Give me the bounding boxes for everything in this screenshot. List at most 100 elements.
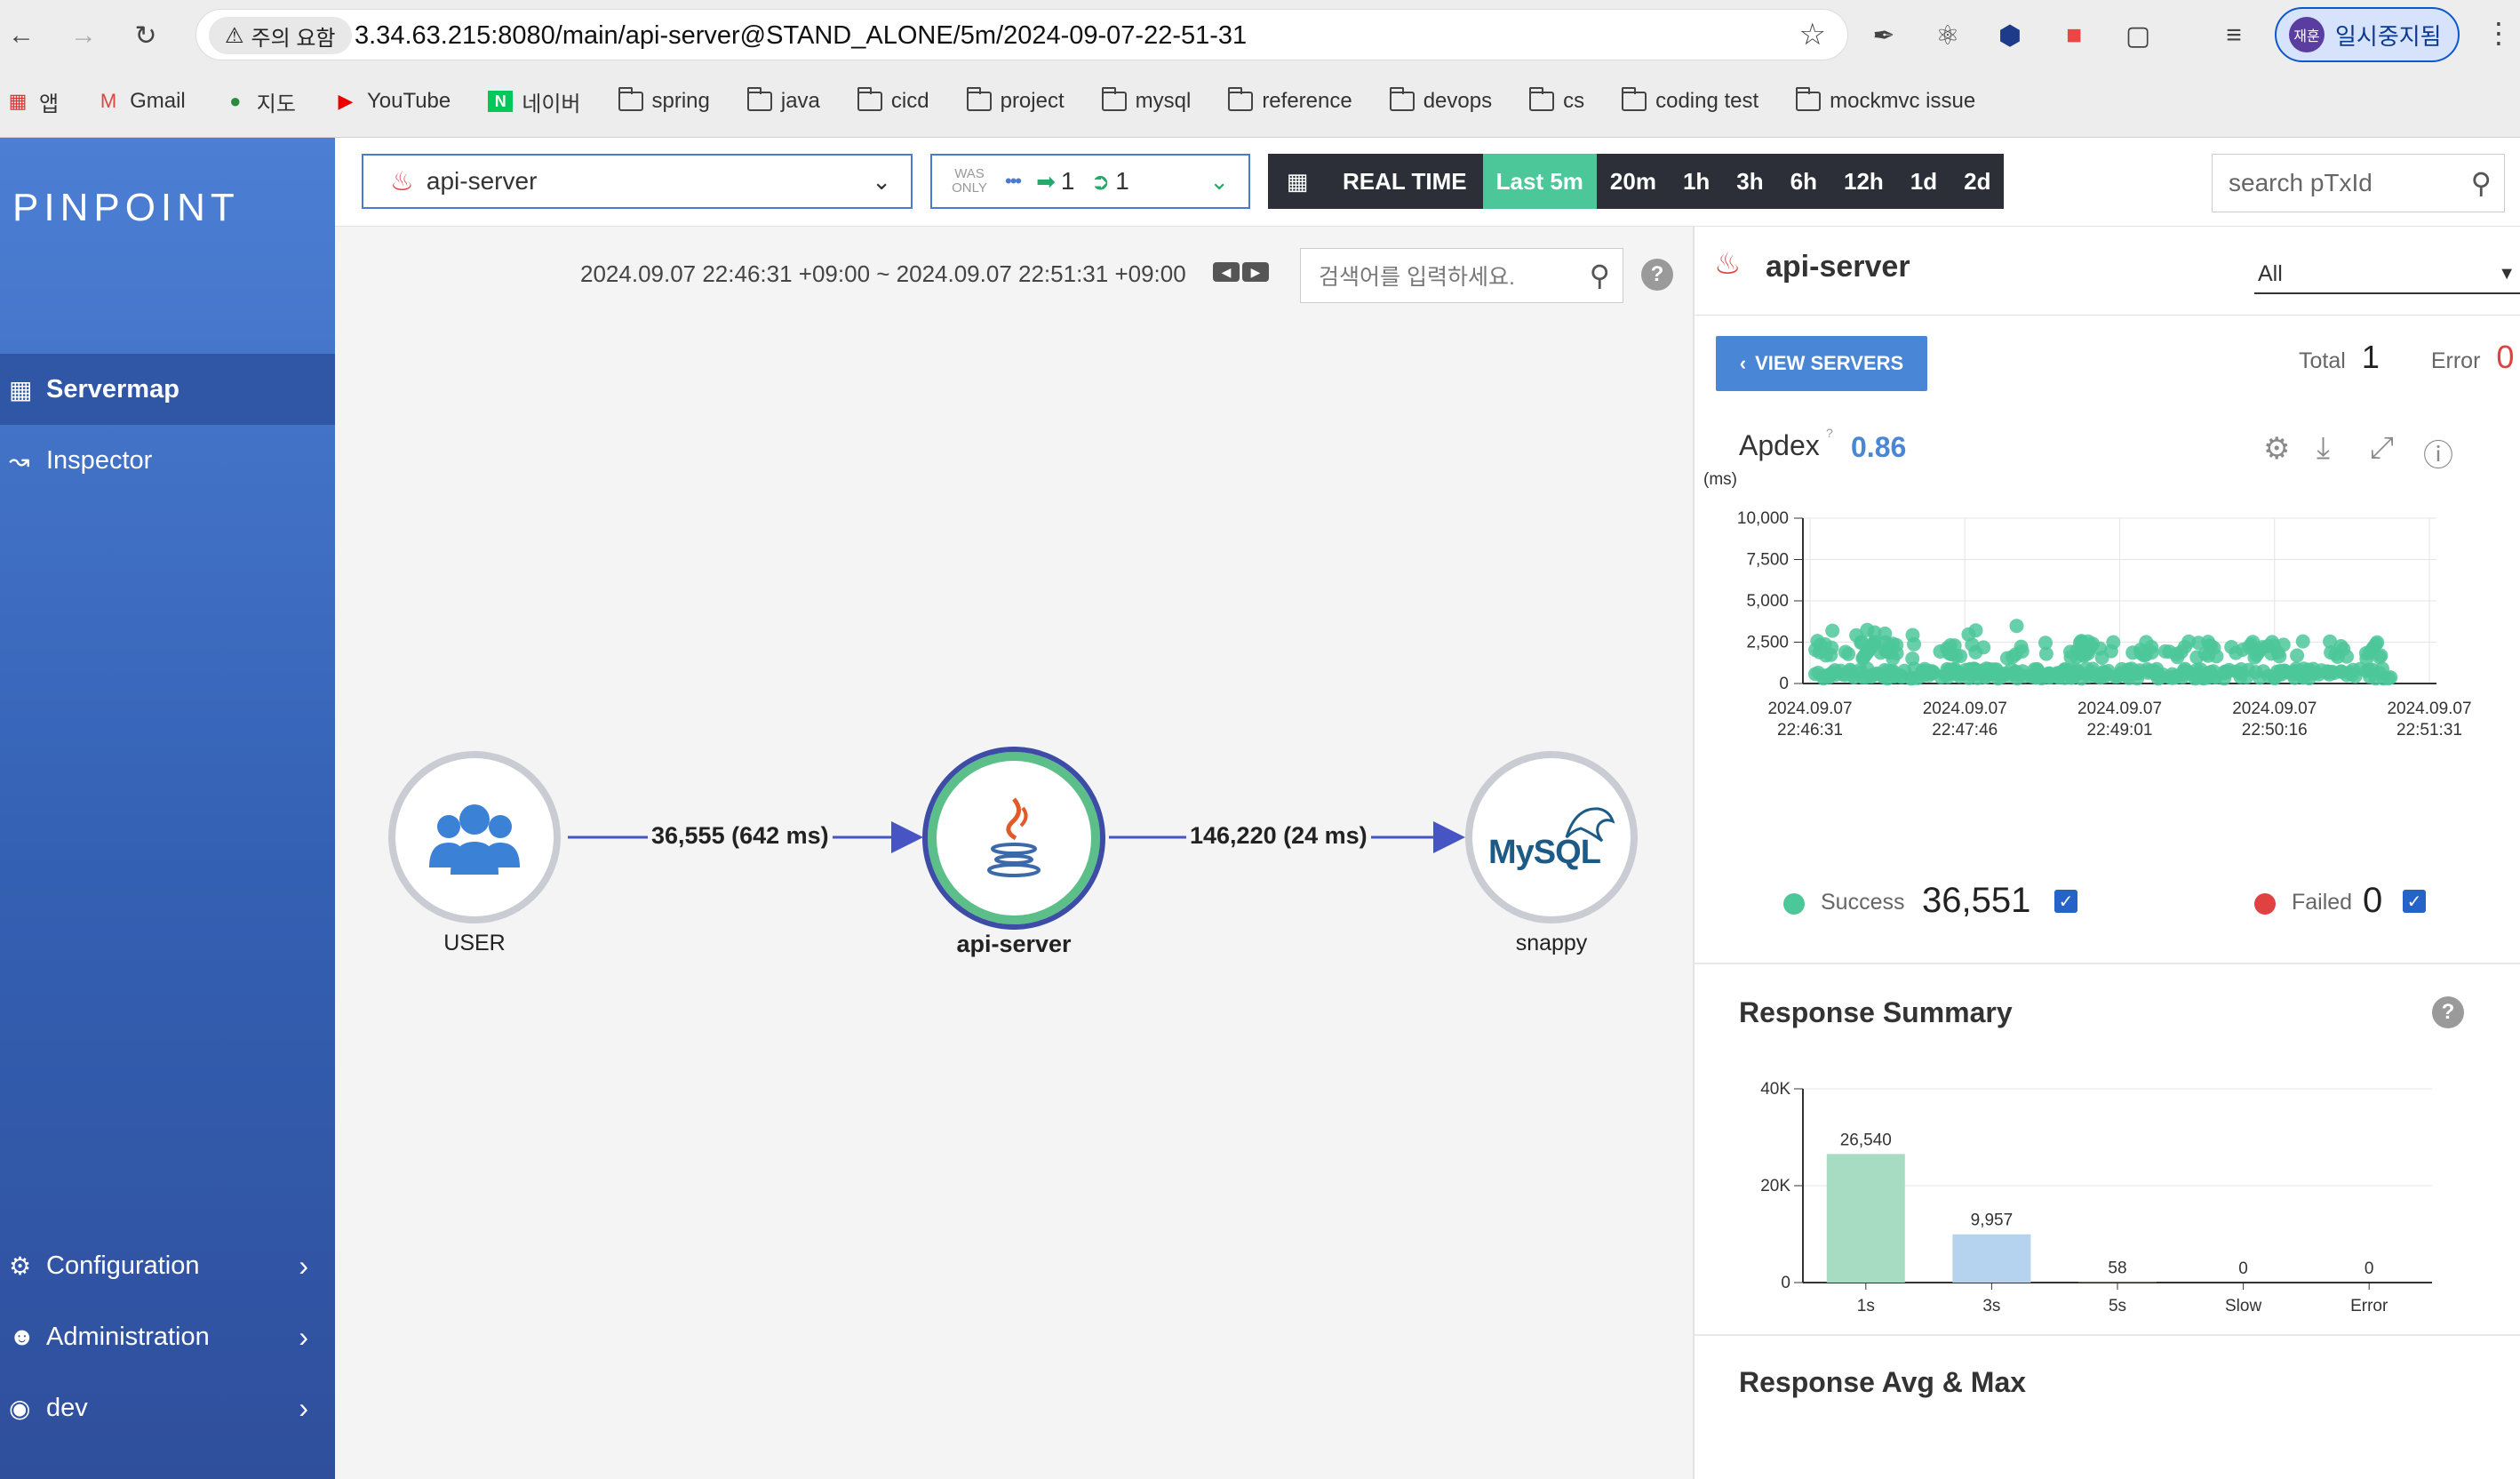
scatter-point (1976, 640, 1991, 655)
scatter-point (2370, 635, 2385, 650)
view-servers-button[interactable]: ‹ VIEW SERVERS (1716, 336, 1927, 391)
pinpoint-logo[interactable]: PINPOINT (12, 186, 240, 229)
range-button-3h[interactable]: 3h (1736, 167, 1764, 195)
url-text[interactable]: 3.34.63.215:8080/main/api-server@STAND_A… (355, 21, 1248, 50)
x-tick-label: Slow (2225, 1297, 2261, 1315)
help-icon[interactable]: ⓘ (2423, 439, 2453, 473)
profile-button[interactable]: 재훈 일시중지됨 (2275, 7, 2460, 62)
range-button-1d[interactable]: 1d (1910, 167, 1938, 195)
failed-checkbox[interactable]: ✓ (2403, 890, 2426, 913)
ptxid-search-placeholder: search pTxId (2229, 169, 2372, 196)
servermap-search-input[interactable]: 검색어를 입력하세요. ⚲ (1300, 248, 1623, 303)
scatter-point (2362, 662, 2376, 677)
range-button-12h[interactable]: 12h (1843, 167, 1884, 195)
sidebar-item-administration[interactable]: ☻ Administration › (0, 1301, 335, 1372)
caret-down-icon: ▼ (2498, 264, 2516, 284)
success-checkbox[interactable]: ✓ (2054, 890, 2077, 913)
node-user[interactable] (388, 751, 561, 923)
bookmark-folder[interactable]: spring (618, 87, 710, 114)
extension-shield-icon[interactable]: ⬢ (1998, 20, 2022, 51)
ptxid-search-input[interactable]: search pTxId ⚲ (2212, 154, 2505, 212)
range-button-20m[interactable]: 20m (1609, 167, 1656, 195)
scatter-point (2290, 665, 2305, 680)
realtime-button[interactable]: REAL TIME (1343, 167, 1467, 195)
bookmark-folder[interactable]: project (966, 87, 1065, 114)
sidebar-item-configuration[interactable]: ⚙ Configuration › (0, 1230, 335, 1301)
servermap-canvas[interactable]: 2024.09.07 22:46:31 +09:00 ~ 2024.09.07 … (335, 227, 1693, 1479)
help-icon[interactable]: ? (1641, 259, 1673, 291)
application-select[interactable]: ♨ api-server ⌄ (362, 154, 913, 209)
help-icon[interactable]: ? (2432, 996, 2464, 1028)
scatter-point (2340, 668, 2355, 683)
gear-icon: ⚙ (9, 1251, 32, 1280)
range-button-last5m[interactable]: Last 5m (1482, 154, 1597, 209)
bookmark-folder[interactable]: java (746, 87, 820, 114)
back-icon[interactable]: ← (8, 20, 35, 50)
was-filter-select[interactable]: WAS ONLY ••• ➡ 1 ➲ 1 ⌄ (930, 154, 1250, 209)
apdex-help-icon[interactable]: ? (1826, 426, 1833, 440)
scatter-point (2124, 667, 2139, 681)
sidebar-item-inspector[interactable]: ↝ Inspector (0, 425, 335, 496)
application-name: api-server (426, 167, 538, 195)
sidebar-item-dev[interactable]: ◉ dev › (0, 1372, 335, 1443)
range-next-icon[interactable]: ▶ (1242, 262, 1269, 282)
range-prev-icon[interactable]: ◀ (1213, 262, 1240, 282)
range-button-1h[interactable]: 1h (1682, 167, 1711, 195)
maps-icon: ● (229, 90, 242, 112)
bookmark-folder[interactable]: coding test (1622, 87, 1758, 114)
extension-red-icon[interactable]: ■ (2065, 20, 2083, 50)
bookmark-folder[interactable]: devops (1389, 87, 1492, 114)
edge-label-user-to-api[interactable]: 36,555 (642 ms) (648, 822, 833, 850)
bookmark-folder[interactable]: cs (1529, 87, 1584, 114)
bookmark-folder[interactable]: mockmvc issue (1796, 87, 1975, 114)
chevron-down-icon: ⌄ (872, 167, 891, 195)
java-icon: ♨ (390, 166, 414, 196)
bookmark-folder[interactable]: mysql (1101, 87, 1191, 114)
security-warning-chip[interactable]: ⚠ 주의 요함 (209, 17, 352, 54)
node-label-db: snappy (1515, 931, 1588, 955)
scatter-point (2221, 664, 2235, 679)
reading-list-icon[interactable]: ≡ (2226, 20, 2242, 50)
extensions-puzzle-icon[interactable]: ▢ (2125, 20, 2151, 51)
range-move-controls[interactable]: ◀ ▶ (1213, 262, 1269, 282)
y-tick-label: 2,500 (1746, 634, 1789, 652)
address-bar[interactable]: ⚠ 주의 요함 3.34.63.215:8080/main/api-server… (195, 9, 1848, 60)
bookmark-star-icon[interactable]: ☆ (1798, 18, 1826, 52)
bookmark-maps[interactable]: ● 지도 (223, 86, 296, 117)
gear-icon[interactable]: ⚙ (2263, 432, 2291, 466)
bookmark-folder[interactable]: reference (1228, 87, 1352, 114)
folder-icon (1622, 87, 1647, 111)
scatter-chart[interactable]: (ms) 0 2,500 5,000 7,500 10,000 2024.09.07 22:4… (1695, 467, 2520, 884)
browser-toolbar: ← → ↻ ⚠ 주의 요함 3.34.63.215:8080/main/api-… (0, 0, 2520, 71)
scatter-legend: Success 36,551 ✓ Failed 0 ✓ (1695, 875, 2520, 929)
eyedropper-icon[interactable]: ✒ (1872, 20, 1895, 51)
x-tick-label: 22:46:31 (1777, 721, 1843, 740)
y-tick-label: 5,000 (1746, 592, 1789, 611)
search-icon[interactable]: ⚲ (2470, 167, 2492, 199)
bookmark-label: YouTube (366, 89, 451, 113)
reload-icon[interactable]: ↻ (134, 20, 157, 51)
bookmark-naver[interactable]: N 네이버 (488, 86, 581, 117)
agent-filter-select[interactable]: All ▼ (2254, 253, 2520, 294)
node-api-server[interactable] (922, 747, 1105, 930)
browser-menu-icon[interactable]: ⋮ (2484, 17, 2513, 49)
avatar: 재훈 (2289, 17, 2325, 52)
range-button-2d[interactable]: 2d (1964, 167, 1991, 195)
calendar-icon[interactable]: ▦ (1286, 167, 1309, 195)
folder-icon (857, 87, 882, 111)
download-icon[interactable]: ⤓ (2317, 431, 2331, 465)
search-icon[interactable]: ⚲ (1589, 260, 1610, 292)
react-devtools-icon[interactable]: ⚛ (1935, 20, 1960, 51)
forward-icon[interactable]: → (70, 20, 97, 50)
bookmark-youtube[interactable]: ▶ YouTube (333, 89, 451, 114)
expand-icon[interactable]: ⤢ (2370, 431, 2395, 465)
sidebar-item-servermap[interactable]: ▦ Servermap (0, 354, 335, 425)
edge-label-api-to-db[interactable]: 146,220 (24 ms) (1186, 822, 1371, 850)
bookmark-folder[interactable]: cicd (857, 87, 929, 114)
node-mysql[interactable]: MySQL (1465, 751, 1638, 923)
bookmark-gmail[interactable]: M Gmail (96, 89, 186, 114)
scatter-point (2267, 671, 2282, 686)
range-button-6h[interactable]: 6h (1790, 167, 1817, 195)
bookmark-apps[interactable]: ▦ 앱 (5, 86, 60, 117)
servermap-search-placeholder: 검색어를 입력하세요. (1319, 265, 1515, 290)
